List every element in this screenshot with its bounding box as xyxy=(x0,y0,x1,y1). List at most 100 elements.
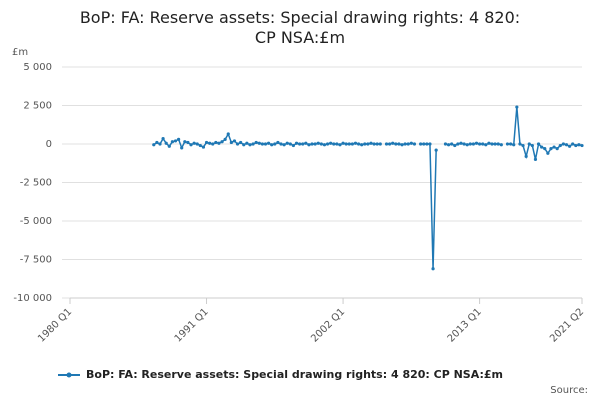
point xyxy=(183,140,187,144)
point xyxy=(201,145,206,149)
point xyxy=(434,148,438,152)
legend-label: BoP: FA: Reserve assets: Special drawing… xyxy=(86,368,503,381)
point xyxy=(329,141,333,145)
point xyxy=(431,267,435,271)
point xyxy=(192,141,196,145)
point xyxy=(561,142,565,146)
point xyxy=(471,142,475,146)
point xyxy=(291,143,296,148)
point xyxy=(279,142,283,146)
x-tick-label: 2013 Q1 xyxy=(446,306,484,344)
y-tick-label: -10 000 xyxy=(13,293,52,304)
point xyxy=(478,142,482,146)
point xyxy=(344,142,348,146)
point xyxy=(301,142,305,146)
point xyxy=(580,143,584,148)
point xyxy=(248,143,252,147)
point xyxy=(332,142,336,146)
point xyxy=(310,142,314,146)
point xyxy=(555,147,559,151)
y-tick-label: 5 000 xyxy=(23,62,52,73)
point xyxy=(366,142,370,146)
point xyxy=(325,142,330,146)
chart-title: BoP: FA: Reserve assets: Special drawing… xyxy=(80,8,520,47)
point xyxy=(285,141,289,145)
point xyxy=(459,141,463,145)
point xyxy=(468,142,472,146)
point xyxy=(446,143,451,147)
point xyxy=(214,140,218,145)
point xyxy=(490,142,494,146)
point xyxy=(152,143,156,147)
point xyxy=(235,142,240,146)
point xyxy=(378,142,382,146)
point xyxy=(177,137,181,141)
x-tick-label: 2002 Q1 xyxy=(309,306,347,344)
point xyxy=(465,143,469,147)
point xyxy=(515,105,519,109)
point xyxy=(394,142,398,146)
point xyxy=(384,142,389,146)
point xyxy=(372,142,376,146)
point xyxy=(273,142,277,146)
point xyxy=(509,142,513,146)
point xyxy=(391,141,395,145)
point xyxy=(189,143,193,147)
point xyxy=(254,140,258,145)
point xyxy=(552,145,556,149)
point xyxy=(524,154,528,158)
y-tick-label: -7 500 xyxy=(20,255,52,266)
point xyxy=(158,142,162,146)
point xyxy=(239,140,243,145)
point xyxy=(360,143,364,147)
y-tick-label: -2 500 xyxy=(20,178,52,189)
y-tick-label: 2 500 xyxy=(23,101,52,112)
point xyxy=(499,143,503,147)
point xyxy=(571,142,575,146)
x-tick-label: 2021 Q2 xyxy=(548,306,586,344)
point xyxy=(242,143,246,147)
y-tick-label: -5 000 xyxy=(20,216,52,227)
source: Source: xyxy=(550,385,588,396)
point xyxy=(232,139,237,143)
x-tick-label: 1991 Q1 xyxy=(173,306,211,344)
point xyxy=(220,140,224,144)
point xyxy=(350,142,354,146)
point xyxy=(428,142,432,146)
series xyxy=(152,105,584,271)
point xyxy=(294,141,299,145)
point xyxy=(198,143,202,148)
point xyxy=(229,140,233,145)
point xyxy=(375,142,379,146)
point xyxy=(474,141,479,145)
point xyxy=(180,146,184,150)
point xyxy=(546,151,550,155)
point xyxy=(577,143,581,147)
y-unit: £m xyxy=(12,47,28,58)
line xyxy=(153,106,583,269)
point xyxy=(226,132,230,136)
point xyxy=(341,141,345,145)
point xyxy=(453,143,457,148)
point xyxy=(481,142,485,146)
point xyxy=(155,140,159,145)
point xyxy=(298,142,302,146)
point xyxy=(422,142,426,146)
point xyxy=(397,142,401,146)
point xyxy=(266,141,271,145)
point xyxy=(211,142,215,146)
point xyxy=(316,141,320,145)
point xyxy=(536,142,541,146)
point xyxy=(319,142,323,146)
point xyxy=(164,141,168,145)
point xyxy=(505,142,510,146)
point xyxy=(456,142,460,146)
point xyxy=(282,143,286,147)
point xyxy=(245,141,249,145)
point xyxy=(533,157,538,161)
point xyxy=(403,142,407,146)
point xyxy=(251,142,255,146)
point xyxy=(347,142,351,146)
point xyxy=(487,141,491,145)
